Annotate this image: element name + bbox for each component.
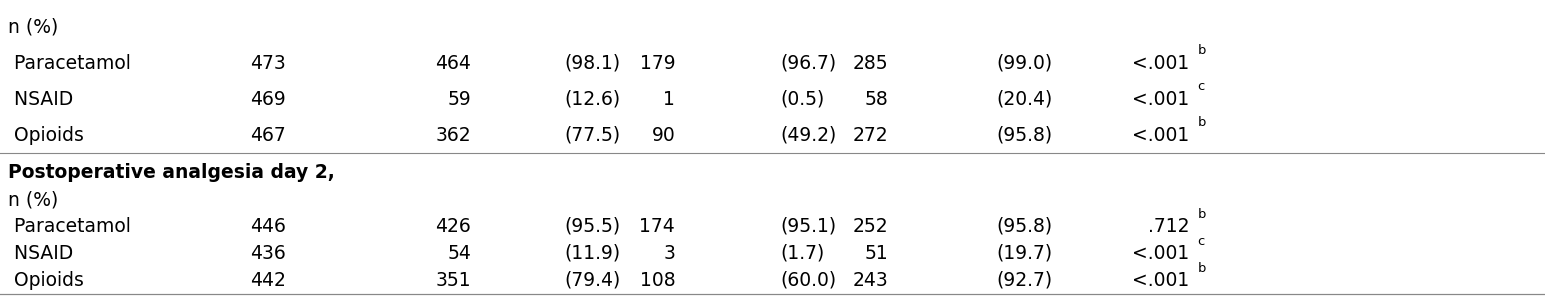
Text: 351: 351 [436,271,471,290]
Text: 179: 179 [640,54,675,73]
Text: Paracetamol: Paracetamol [8,54,131,73]
Text: (0.5): (0.5) [780,90,825,109]
Text: NSAID: NSAID [8,244,73,263]
Text: <.001: <.001 [1132,125,1190,144]
Text: (95.1): (95.1) [780,217,836,236]
Text: 174: 174 [640,217,675,236]
Text: (95.5): (95.5) [564,217,620,236]
Text: b: b [1197,116,1205,129]
Text: n (%): n (%) [8,18,59,37]
Text: (19.7): (19.7) [997,244,1052,263]
Text: 54: 54 [448,244,471,263]
Text: 473: 473 [250,54,286,73]
Text: NSAID: NSAID [8,90,73,109]
Text: 426: 426 [436,217,471,236]
Text: Paracetamol: Paracetamol [8,217,131,236]
Text: (99.0): (99.0) [997,54,1052,73]
Text: 469: 469 [250,90,286,109]
Text: 464: 464 [436,54,471,73]
Text: <.001: <.001 [1132,244,1190,263]
Text: (77.5): (77.5) [564,125,620,144]
Text: (98.1): (98.1) [564,54,620,73]
Text: b: b [1197,44,1205,57]
Text: 362: 362 [436,125,471,144]
Text: (60.0): (60.0) [780,271,836,290]
Text: c: c [1197,235,1205,248]
Text: 252: 252 [853,217,888,236]
Text: (49.2): (49.2) [780,125,836,144]
Text: n (%): n (%) [8,190,59,209]
Text: 442: 442 [250,271,286,290]
Text: (1.7): (1.7) [780,244,825,263]
Text: (95.8): (95.8) [997,217,1052,236]
Text: Postoperative analgesia day 2,: Postoperative analgesia day 2, [8,163,334,182]
Text: 272: 272 [853,125,888,144]
Text: 90: 90 [652,125,675,144]
Text: (20.4): (20.4) [997,90,1052,109]
Text: 446: 446 [250,217,286,236]
Text: <.001: <.001 [1132,90,1190,109]
Text: (95.8): (95.8) [997,125,1052,144]
Text: (12.6): (12.6) [564,90,620,109]
Text: c: c [1197,80,1205,93]
Text: 3: 3 [663,244,675,263]
Text: Opioids: Opioids [8,271,83,290]
Text: 1: 1 [663,90,675,109]
Text: 436: 436 [250,244,286,263]
Text: (96.7): (96.7) [780,54,836,73]
Text: .712: .712 [1148,217,1190,236]
Text: 59: 59 [448,90,471,109]
Text: 51: 51 [865,244,888,263]
Text: 467: 467 [250,125,286,144]
Text: (11.9): (11.9) [564,244,620,263]
Text: <.001: <.001 [1132,54,1190,73]
Text: b: b [1197,262,1205,274]
Text: 243: 243 [853,271,888,290]
Text: b: b [1197,208,1205,221]
Text: Opioids: Opioids [8,125,83,144]
Text: 108: 108 [640,271,675,290]
Text: <.001: <.001 [1132,271,1190,290]
Text: 285: 285 [853,54,888,73]
Text: (79.4): (79.4) [564,271,620,290]
Text: 58: 58 [865,90,888,109]
Text: (92.7): (92.7) [997,271,1052,290]
